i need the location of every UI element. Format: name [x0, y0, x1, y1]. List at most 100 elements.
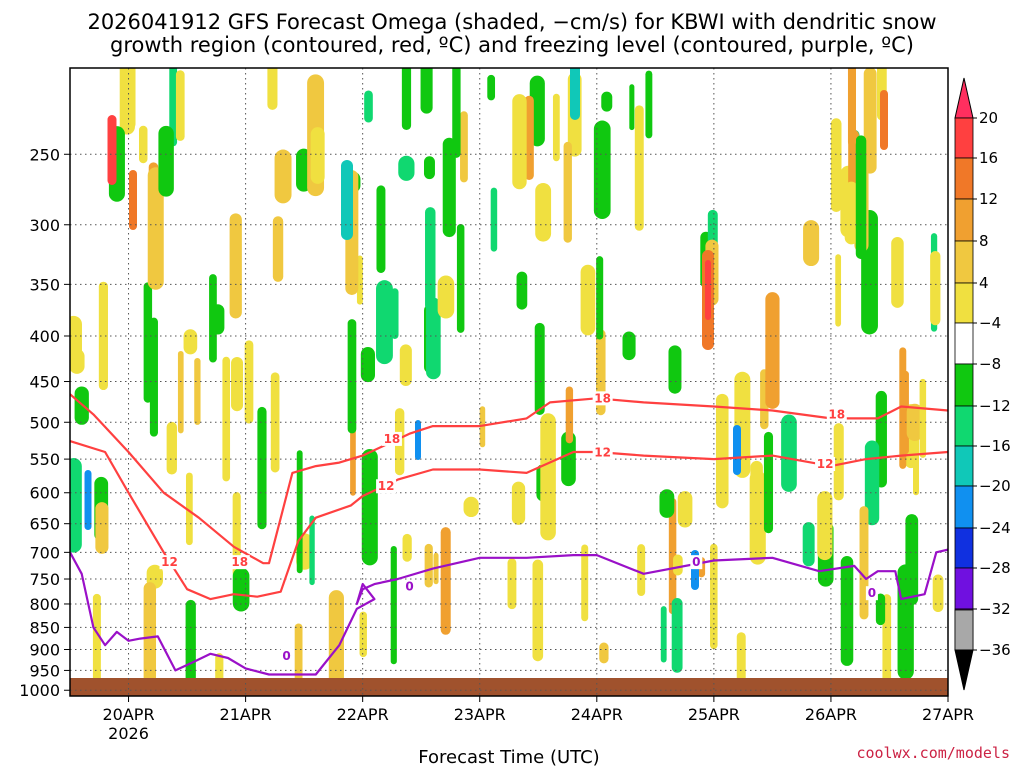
x-axis: 20APR 21APR 22APR 23APR 24APR 25APR 26APR 27APR… [102, 696, 974, 743]
contour-line [70, 548, 948, 676]
colorbar-swatch [954, 117, 974, 159]
y-tick-label: 400 [29, 327, 60, 346]
chart-subtitle: growth region (contoured, red, ºC) and f… [110, 33, 914, 57]
omega-patch [309, 515, 315, 586]
y-tick-label: 350 [29, 275, 60, 294]
omega-patch [423, 156, 435, 180]
contour-label: 0 [692, 555, 700, 569]
colorbar-label: −4 [979, 314, 1001, 332]
omega-patch [437, 275, 455, 319]
omega-patch [847, 68, 857, 147]
omega-patch [376, 185, 386, 273]
omega-patch [244, 340, 254, 424]
omega-patch [185, 599, 196, 696]
contour-label-bg [403, 579, 416, 594]
omega-patch [593, 120, 611, 219]
omega-patch [360, 347, 375, 383]
omega-patch [511, 481, 526, 525]
y-axis: 250 300 350 400 450 500 550 600 650 700 750 800 850 9… [19, 145, 70, 700]
y-tick-label: 950 [29, 661, 60, 680]
omega-patch [659, 489, 675, 518]
omega-patch [70, 348, 85, 374]
omega-patch [802, 522, 815, 567]
x-year-label: 2026 [108, 724, 149, 743]
omega-patch [257, 406, 267, 530]
omega-patch [855, 135, 867, 260]
omega-patch [668, 345, 682, 394]
contour-label-bg [865, 586, 878, 601]
colorbar-bottom-arrow [954, 649, 974, 691]
omega-patch [677, 491, 693, 528]
omega-patch [599, 642, 609, 664]
omega-patch [347, 319, 357, 434]
omega-patch [660, 606, 667, 663]
omega-patch-strong [705, 260, 711, 320]
omega-patch [398, 155, 415, 181]
omega-patch [401, 68, 412, 131]
omega-patch [830, 118, 842, 213]
omega-patch [463, 496, 479, 518]
y-tick-label: 600 [29, 484, 60, 503]
colorbar-swatch [954, 240, 974, 284]
colorbar-swatch [954, 322, 974, 365]
omega-patch [294, 623, 303, 685]
omega-patch-strong [107, 115, 117, 185]
y-tick-label: 300 [29, 216, 60, 235]
omega-patch [460, 111, 468, 183]
omega-patch [637, 544, 646, 597]
omega-patch [487, 74, 496, 101]
omega-patch [750, 460, 763, 546]
omega-patch [507, 558, 517, 610]
omega-patch [524, 95, 534, 181]
omega-patch [359, 611, 367, 658]
omega-patch [864, 440, 880, 526]
omega-patch [561, 431, 576, 487]
omega-patch [272, 216, 284, 282]
omega-patch [601, 91, 613, 112]
omega-patch [891, 237, 904, 308]
contour-label: 12 [817, 457, 834, 471]
omega-patch-strong [570, 68, 580, 120]
omega-patch [715, 393, 729, 509]
omega-patch [143, 582, 157, 696]
omega-patch [442, 137, 456, 238]
contour-label: 0 [868, 586, 876, 600]
y-tick-label: 700 [29, 543, 60, 562]
colorbar-label: −8 [979, 355, 1001, 373]
y-tick-label: 450 [29, 373, 60, 392]
omega-patch [175, 70, 185, 141]
y-tick-label: 850 [29, 618, 60, 637]
x-axis-title: Forecast Time (UTC) [418, 747, 599, 768]
omega-patch [424, 543, 433, 588]
omega-patch [532, 559, 544, 662]
omega-patch [629, 84, 635, 131]
omega-patch-strong [84, 470, 92, 530]
omega-patch [296, 450, 303, 574]
omega-patch [440, 527, 451, 635]
x-tick-label: 23APR [454, 705, 506, 724]
omega-patch [328, 590, 344, 696]
grid-lines [70, 68, 948, 696]
omega-patch [267, 68, 278, 110]
colorbar-label: −24 [979, 519, 1011, 537]
omega-patch [803, 220, 820, 267]
omega-patch [516, 271, 528, 310]
x-tick-label: 26APR [805, 705, 857, 724]
omega-patch [356, 255, 363, 305]
omega-patch [229, 213, 242, 319]
ground-terrain [70, 678, 948, 696]
omega-patch-strong [733, 425, 741, 475]
omega-patch [552, 93, 560, 162]
colorbar-label: 16 [979, 149, 998, 167]
omega-patch [147, 167, 164, 290]
omega-patch [158, 125, 174, 197]
contour-label-bg [826, 407, 847, 422]
omega-patch [166, 421, 177, 475]
x-tick-label: 20APR [102, 705, 154, 724]
omega-patch [763, 431, 774, 534]
colorbar-swatch [954, 609, 974, 651]
omega-patch-strong [129, 170, 137, 230]
colorbar-top-arrow [954, 77, 974, 119]
contour-label: 18 [231, 555, 248, 569]
omega-patch [906, 403, 923, 441]
